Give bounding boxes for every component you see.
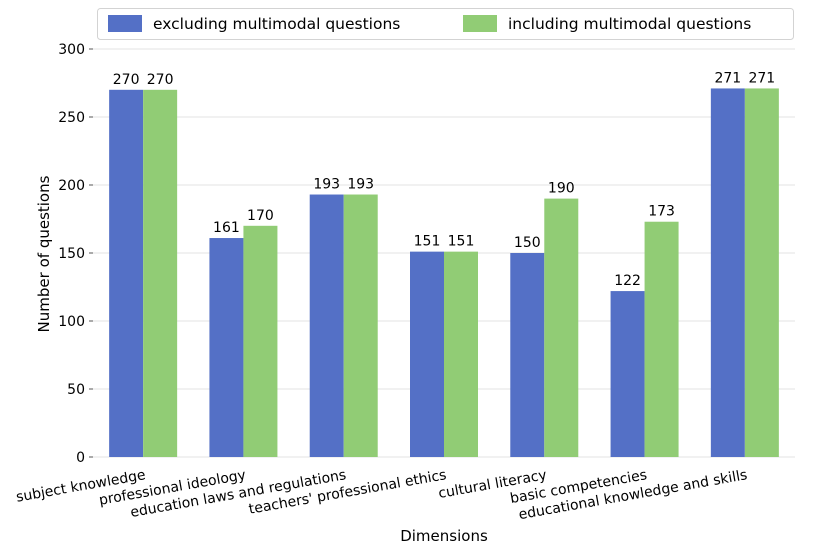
legend-label-including: including multimodal questions (508, 15, 751, 33)
bar-label-basic-competencies-excluding: 122 (614, 273, 641, 289)
bars (109, 88, 779, 458)
y-tick-label-150: 150 (58, 246, 85, 262)
bar-label-educational-knowledge-and-skills-excluding: 271 (714, 70, 741, 86)
bar-label-professional-ideology-excluding: 161 (213, 220, 240, 236)
y-tick-label-200: 200 (58, 178, 85, 194)
bar-label-cultural-literacy-excluding: 150 (514, 235, 541, 251)
bar-label-subject-knowledge-excluding: 270 (113, 72, 140, 88)
legend-swatch-excluding (108, 15, 142, 32)
y-axis-label: Number of questions (35, 175, 53, 332)
bar-subject-knowledge-excluding (109, 89, 144, 458)
legend: excluding multimodal questions including… (97, 8, 794, 40)
bar-cultural-literacy-including (544, 198, 579, 457)
bar-subject-knowledge-including (143, 89, 178, 458)
legend-swatch-including (463, 15, 497, 32)
bar-professional-ideology-excluding (209, 238, 244, 457)
bar-label-education-laws-and-regulations-including: 193 (347, 177, 374, 193)
legend-frame (97, 8, 794, 40)
y-tick-label-250: 250 (58, 110, 85, 126)
bar-label-teachers-professional-ethics-excluding: 151 (414, 234, 441, 250)
bar-educational-knowledge-and-skills-excluding (710, 88, 745, 457)
bar-basic-competencies-including (644, 221, 679, 457)
x-axis-label: Dimensions (400, 527, 488, 545)
y-tick-label-50: 50 (67, 382, 85, 398)
bar-label-teachers-professional-ethics-including: 151 (448, 234, 475, 250)
y-tick-label-0: 0 (76, 450, 85, 466)
bar-label-basic-competencies-including: 173 (648, 204, 675, 220)
bar-label-professional-ideology-including: 170 (247, 208, 274, 224)
y-axis-ticks: 0 50 100 150 200 250 300 (58, 42, 93, 466)
bar-label-subject-knowledge-including: 270 (147, 72, 174, 88)
bar-educational-knowledge-and-skills-including (744, 88, 779, 457)
bar-label-educational-knowledge-and-skills-including: 271 (748, 70, 775, 86)
bar-education-laws-and-regulations-excluding (309, 194, 344, 457)
bar-professional-ideology-including (243, 225, 278, 457)
bar-education-laws-and-regulations-including (343, 194, 378, 457)
bar-teachers-professional-ethics-including (444, 251, 478, 457)
bar-cultural-literacy-excluding (510, 253, 545, 457)
bar-teachers-professional-ethics-excluding (410, 251, 444, 457)
bar-label-cultural-literacy-including: 190 (548, 181, 575, 197)
y-tick-label-300: 300 (58, 42, 85, 58)
legend-label-excluding: excluding multimodal questions (153, 15, 400, 33)
bar-label-education-laws-and-regulations-excluding: 193 (313, 177, 340, 193)
y-tick-label-100: 100 (58, 314, 85, 330)
bar-basic-competencies-excluding (610, 291, 645, 457)
bar-value-labels: 270 270 161 170 193 193 151 151 150 190 122 173 271 2… (113, 70, 775, 289)
